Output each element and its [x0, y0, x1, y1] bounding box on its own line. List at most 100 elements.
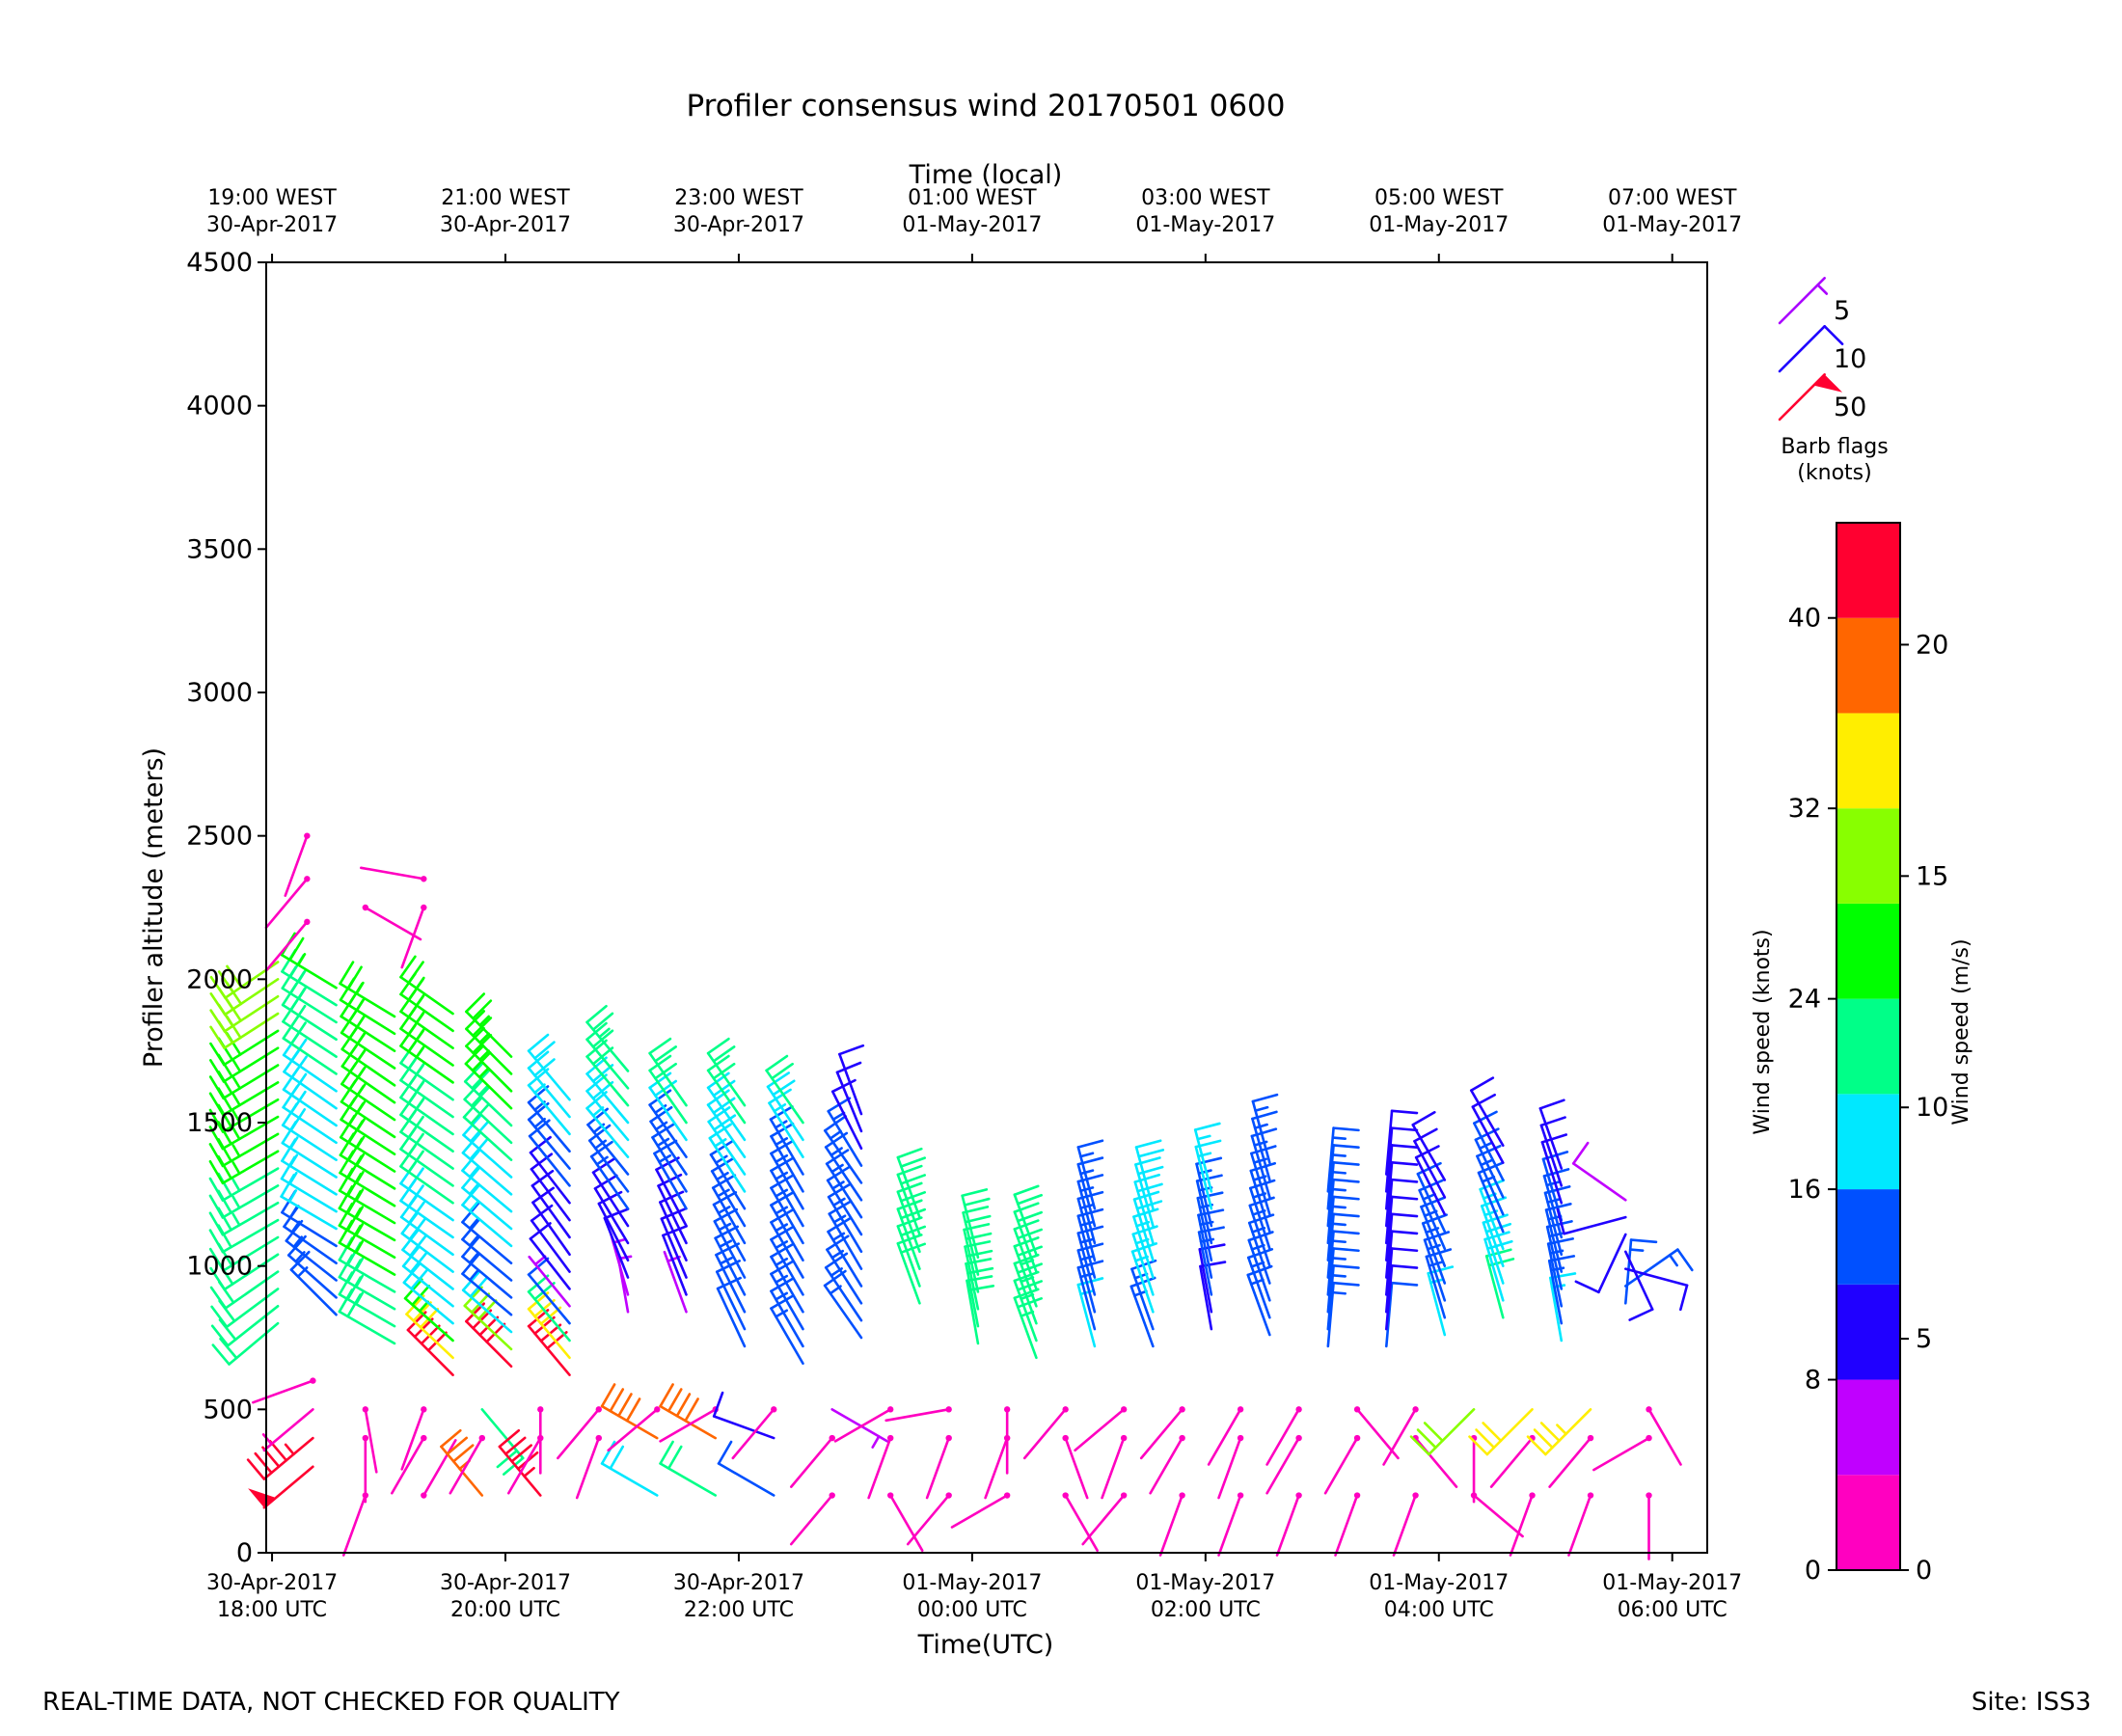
x-tick-label-date-2: 30-Apr-2017	[673, 1571, 804, 1595]
colorbar-bin-1	[1836, 1379, 1900, 1476]
top-tick-label-time-0: 19:00 WEST	[207, 186, 337, 210]
wind-barb-upper-14	[1076, 1139, 1104, 1210]
barb-half	[1079, 1220, 1095, 1227]
barb-full	[1332, 1212, 1360, 1218]
barb-shaft	[1416, 1172, 1447, 1234]
barb-base-dot	[1412, 1492, 1419, 1499]
wind-barb-upper-2	[339, 961, 396, 1018]
barb-full	[289, 1090, 307, 1115]
barb-full	[463, 1286, 483, 1308]
barb-shaft	[1064, 1436, 1089, 1500]
barb-half	[715, 1154, 728, 1165]
top-tick-label-date-2: 30-Apr-2017	[673, 213, 804, 237]
wind-barb-upper-9	[768, 1088, 804, 1158]
barb-full	[713, 1114, 737, 1131]
barb-full	[603, 1207, 630, 1220]
barb-half	[1196, 1152, 1212, 1158]
barb-full	[835, 1061, 862, 1074]
barb-half	[654, 1121, 668, 1131]
barb-half	[231, 1059, 242, 1073]
barb-shaft	[264, 920, 309, 972]
barb-shaft	[712, 1415, 775, 1440]
wind-barb-upper-6	[589, 1140, 630, 1210]
barb-full	[1390, 1264, 1419, 1269]
wind-barb-upper-20	[1413, 1127, 1447, 1199]
barb-base-dot	[945, 1492, 952, 1499]
footer-quality-note: REAL-TIME DATA, NOT CHECKED FOR QUALITY	[42, 1688, 620, 1717]
barb-full	[209, 975, 227, 999]
wind-barb-low-29	[830, 1408, 889, 1449]
barb-half	[775, 1309, 789, 1318]
barb-full	[1390, 1126, 1419, 1132]
wind-barb-upper-19	[1385, 1264, 1419, 1331]
barb-full	[226, 964, 243, 989]
wind-barb-upper-11	[896, 1147, 927, 1219]
barb-base-dot	[595, 1406, 602, 1413]
wind-barb-low-67	[1548, 1434, 1594, 1488]
wind-barb-upper-9	[770, 1260, 804, 1331]
wind-barb-low-9	[400, 1406, 427, 1471]
colorbar-knot-label-0: 0	[1805, 1556, 1821, 1586]
barb-full	[412, 1301, 432, 1322]
barb-full	[655, 1156, 680, 1172]
barb-full	[413, 1317, 434, 1339]
x-axis-label: Time(UTC)	[917, 1630, 1054, 1660]
wind-barb-upper-18	[1326, 1160, 1360, 1228]
barb-half	[1079, 1289, 1095, 1296]
barb-shaft	[1414, 1155, 1447, 1216]
barb-half	[1331, 1153, 1347, 1157]
legend-subtitle: (knots)	[1797, 461, 1871, 485]
wind-barb-low-65	[1468, 1408, 1534, 1456]
wind-barb-low-50	[1207, 1406, 1244, 1466]
colorbar-label-ms: Wind speed (m/s)	[1949, 938, 1973, 1125]
barb-full	[1473, 1110, 1498, 1125]
barb-full	[503, 1436, 527, 1455]
wind-barb-low-3	[252, 1377, 316, 1404]
wind-barb-upper-5	[527, 1033, 571, 1101]
barb-half	[415, 1097, 425, 1110]
barb-shaft	[1022, 1408, 1067, 1460]
wind-barb-low-31	[867, 1434, 894, 1500]
barb-full	[709, 1140, 734, 1156]
barb-full	[209, 1042, 226, 1067]
wind-barb-low-46	[1149, 1434, 1185, 1495]
barb-full	[648, 1054, 672, 1072]
barb-shaft	[1471, 1105, 1505, 1164]
wind-barb-upper-7	[655, 1156, 688, 1228]
barb-shaft	[400, 906, 425, 969]
barb-half	[718, 1222, 732, 1232]
barb-full	[600, 1383, 616, 1408]
wind-barb-upper-9	[765, 1054, 804, 1125]
top-axis-label: Time (local)	[909, 160, 1063, 190]
barb-half	[287, 1189, 298, 1204]
colorbar-ms-label-5: 5	[1916, 1324, 1932, 1354]
barb-full	[1198, 1243, 1226, 1251]
barb-full	[965, 1258, 993, 1265]
barb-full	[717, 1440, 733, 1465]
barb-base-dot	[1062, 1434, 1069, 1442]
barb-full	[712, 1191, 738, 1207]
barb-base-dot	[886, 1492, 894, 1499]
barb-shaft	[1592, 1436, 1650, 1472]
barb-full	[1482, 1422, 1503, 1443]
wind-barb-upper-8	[710, 1156, 747, 1228]
barb-full	[440, 1428, 462, 1449]
barb-shaft	[262, 1465, 314, 1509]
barb-base-dot	[1179, 1434, 1185, 1442]
barb-full	[1193, 1122, 1221, 1131]
wind-barb-low-2	[261, 1408, 314, 1452]
barb-base-dot	[829, 1434, 835, 1442]
wind-barb-upper-6	[593, 1174, 630, 1245]
barb-shaft	[1473, 1122, 1505, 1181]
barb-half	[1331, 1222, 1347, 1227]
barb-shaft	[657, 1184, 688, 1245]
top-tick-label-date-4: 01-May-2017	[1135, 213, 1275, 237]
top-tick-label-time-4: 03:00 WEST	[1141, 186, 1270, 210]
barb-shaft	[1472, 1494, 1524, 1538]
x-tick-label-date-5: 01-May-2017	[1369, 1571, 1509, 1595]
barb-half	[354, 1257, 365, 1271]
barb-half	[468, 1252, 479, 1264]
barb-full	[407, 1150, 424, 1174]
wind-barb-upper-0	[208, 1064, 280, 1100]
barb-half	[288, 1153, 299, 1168]
